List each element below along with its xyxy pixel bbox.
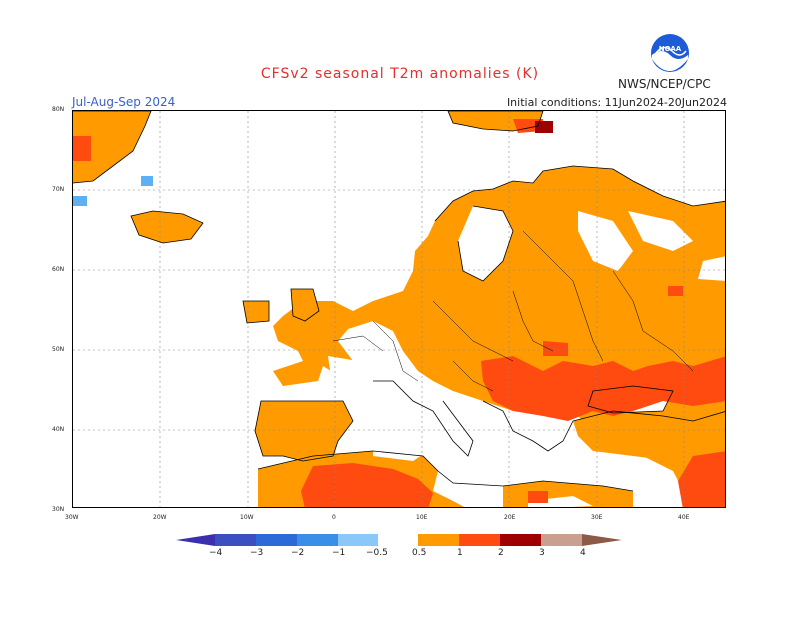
anomaly-colorbar bbox=[176, 534, 622, 546]
colorbar-seg-lt-4 bbox=[176, 534, 215, 546]
logo-text: NOAA bbox=[659, 45, 682, 53]
lon-label-30e: 30E bbox=[591, 514, 603, 521]
lat-label-60n: 60N bbox=[52, 266, 65, 273]
lon-label-30w: 30W bbox=[65, 514, 79, 521]
map-panel bbox=[72, 110, 726, 508]
noaa-logo: NOAA bbox=[651, 34, 689, 72]
coastlines bbox=[73, 111, 725, 492]
colorbar-seg-1-05 bbox=[338, 534, 378, 546]
colorbar-seg-1-2 bbox=[459, 534, 500, 546]
lon-label-40e: 40E bbox=[678, 514, 690, 521]
colorbar-seg-2-3 bbox=[500, 534, 541, 546]
colorbar-label-4: 4 bbox=[580, 548, 586, 558]
lat-label-70n: 70N bbox=[52, 186, 65, 193]
colorbar-seg-3-2 bbox=[256, 534, 297, 546]
colorbar-label-2: 2 bbox=[498, 548, 504, 558]
colorbar-seg-4-3 bbox=[215, 534, 256, 546]
colorbar-seg-gt-4 bbox=[582, 534, 622, 546]
lon-label-20w: 20W bbox=[153, 514, 167, 521]
organization-label: NWS/NCEP/CPC bbox=[618, 77, 711, 91]
lat-label-80n: 80N bbox=[52, 106, 65, 113]
map-title: CFSv2 seasonal T2m anomalies (K) bbox=[260, 66, 540, 82]
colorbar-label-05: 0.5 bbox=[412, 548, 427, 558]
lat-label-40n: 40N bbox=[52, 426, 65, 433]
colorbar-seg-3-4 bbox=[541, 534, 582, 546]
country-borders bbox=[332, 230, 694, 392]
anomaly-hot-regions bbox=[535, 121, 553, 133]
colorbar-seg-05-1 bbox=[418, 534, 459, 546]
forecast-period: Jul-Aug-Sep 2024 bbox=[72, 95, 176, 109]
lat-label-50n: 50N bbox=[52, 346, 65, 353]
colorbar-label-1: 1 bbox=[457, 548, 463, 558]
lon-label-10e: 10E bbox=[416, 514, 428, 521]
colorbar-seg-neutral bbox=[378, 534, 418, 546]
colorbar-label-neg4: −4 bbox=[209, 548, 223, 558]
lat-label-30n: 30N bbox=[52, 506, 65, 513]
anomaly-map bbox=[73, 111, 725, 507]
colorbar-label-neg3: −3 bbox=[250, 548, 264, 558]
map-gridlines bbox=[73, 111, 725, 507]
colorbar-seg-2-1 bbox=[297, 534, 338, 546]
colorbar-label-neg05: −0.5 bbox=[366, 548, 388, 558]
colorbar-label-neg1: −1 bbox=[332, 548, 346, 558]
anomaly-cool-regions bbox=[73, 176, 153, 206]
colorbar-label-neg2: −2 bbox=[291, 548, 305, 558]
colorbar-label-3: 3 bbox=[539, 548, 545, 558]
lon-label-10w: 10W bbox=[240, 514, 254, 521]
initial-conditions: Initial conditions: 11Jun2024-20Jun2024 bbox=[506, 96, 727, 109]
lon-label-20e: 20E bbox=[504, 514, 516, 521]
anomaly-warmer-regions bbox=[73, 119, 725, 507]
lon-label-0: 0 bbox=[332, 514, 336, 521]
